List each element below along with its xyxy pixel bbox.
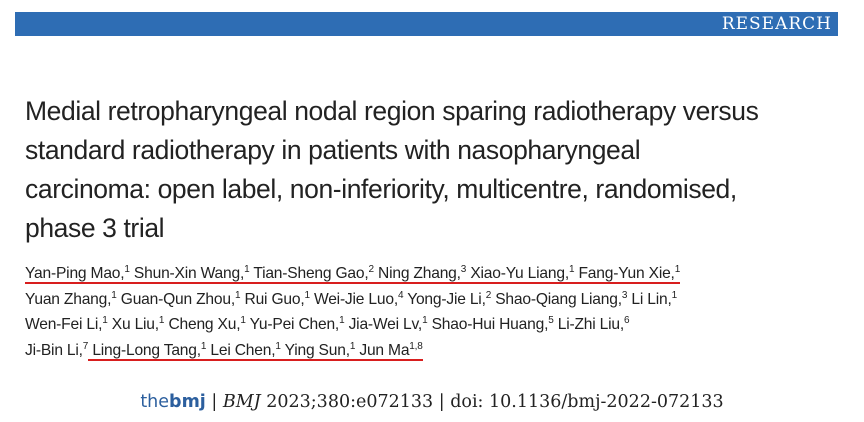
author-name: Ling-Long Tang, — [92, 341, 201, 359]
author-name: Yan-Ping Mao, — [25, 265, 125, 282]
article-title: Medial retropharyngeal nodal region spar… — [25, 92, 759, 248]
title-line: phase 3 trial — [25, 213, 165, 243]
affiliation: 3 — [460, 264, 467, 275]
affiliation: 1 — [422, 315, 428, 327]
author: Wen-Fei Li,1 — [25, 315, 108, 334]
author: Lei Chen,1 — [210, 340, 281, 359]
separator: | — [438, 392, 445, 412]
affiliation: 1 — [124, 264, 130, 275]
citation: thebmj | BMJ 2023;380:e072133 | doi: 10.… — [0, 392, 864, 412]
author-name: Shun-Xin Wang, — [133, 265, 245, 282]
affiliation: 1 — [674, 264, 681, 275]
author: Fang-Yun Xie,1 — [578, 264, 681, 283]
author-name: Wei-Jie Luo, — [313, 290, 398, 308]
affiliation: 1 — [671, 289, 678, 301]
author: Ning Zhang,3 — [378, 264, 467, 283]
author-line: Yuan Zhang,1 Guan-Qun Zhou,1 Rui Guo,1 W… — [25, 287, 680, 313]
author: Yan-Ping Mao,1 — [25, 264, 130, 283]
author-name: Yuan Zhang, — [25, 290, 112, 308]
highlight: Yan-Ping Mao,1 Shun-Xin Wang,1 Tian-Shen… — [25, 265, 680, 284]
author: Ji-Bin Li,7 — [25, 340, 89, 359]
author-line: Yan-Ping Mao,1 Shun-Xin Wang,1 Tian-Shen… — [25, 261, 680, 287]
journal: BMJ — [222, 392, 261, 412]
author: Li-Zhi Liu,6 — [557, 315, 630, 334]
author-name: Cheng Xu, — [168, 316, 241, 334]
author-name: Fang-Yun Xie, — [578, 265, 675, 282]
author-name: Xu Liu, — [111, 316, 159, 334]
affiliation: 1 — [102, 315, 108, 327]
affiliation: 1 — [275, 340, 281, 352]
author: Jia-Wei Lv,1 — [348, 315, 428, 334]
author: Ling-Long Tang,1 — [92, 340, 207, 359]
section-banner: RESEARCH — [15, 12, 838, 36]
affiliation: 1,8 — [409, 340, 423, 352]
author: Guan-Qun Zhou,1 — [120, 289, 241, 308]
author-name: Shao-Qiang Liang, — [495, 290, 622, 308]
separator: | — [211, 392, 218, 412]
affiliation: 5 — [548, 315, 554, 327]
author: Yu-Pei Chen,1 — [249, 315, 345, 334]
affiliation: 1 — [244, 264, 250, 275]
affiliation: 4 — [397, 289, 404, 301]
author-name: Rui Guo, — [244, 290, 305, 308]
author: Yong-Jie Li,2 — [407, 289, 492, 308]
author: Li Lin,1 — [631, 289, 678, 308]
author-name: Li-Zhi Liu, — [557, 316, 625, 334]
logo-prefix: the — [140, 392, 170, 412]
author-name: Ning Zhang, — [378, 265, 461, 282]
author: Ying Sun,1 — [284, 340, 356, 359]
author-name: Jun Ma — [359, 341, 410, 359]
author-name: Lei Chen, — [210, 341, 276, 359]
author-name: Xiao-Yu Liang, — [470, 265, 569, 282]
author: Shao-Hui Huang,5 — [431, 315, 554, 334]
author: Xu Liu,1 — [111, 315, 165, 334]
affiliation: 1 — [158, 315, 165, 327]
author-name: Shao-Hui Huang, — [431, 316, 549, 334]
author: Wei-Jie Luo,4 — [313, 289, 404, 308]
affiliation: 1 — [568, 264, 575, 275]
reference: 2023;380:e072133 — [266, 392, 434, 412]
author-name: Ying Sun, — [284, 341, 350, 359]
author-name: Li Lin, — [631, 290, 672, 308]
author: Jun Ma1,8 — [359, 340, 423, 359]
logo-name: bmj — [169, 392, 206, 412]
title-line: carcinoma: open label, non-inferiority, … — [25, 174, 737, 204]
author-name: Guan-Qun Zhou, — [120, 290, 235, 308]
doi: doi: 10.1136/bmj-2022-072133 — [450, 392, 724, 412]
affiliation: 1 — [235, 289, 241, 301]
affiliation: 1 — [200, 340, 207, 352]
title-line: Medial retropharyngeal nodal region spar… — [25, 96, 759, 126]
section-label: RESEARCH — [721, 14, 832, 34]
author-name: Ji-Bin Li, — [25, 341, 83, 359]
author-list: Yan-Ping Mao,1 Shun-Xin Wang,1 Tian-Shen… — [25, 261, 680, 363]
affiliation: 1 — [240, 315, 246, 327]
affiliation: 1 — [349, 340, 356, 352]
author: Cheng Xu,1 — [168, 315, 246, 334]
author-name: Wen-Fei Li, — [25, 316, 103, 334]
affiliation: 1 — [111, 289, 117, 301]
author: Yuan Zhang,1 — [25, 289, 117, 308]
author: Xiao-Yu Liang,1 — [470, 264, 575, 283]
affiliation: 7 — [82, 340, 89, 352]
affiliation: 2 — [485, 289, 492, 301]
author-name: Tian-Sheng Gao, — [253, 265, 369, 282]
highlight: Ling-Long Tang,1 Lei Chen,1 Ying Sun,1 J… — [88, 340, 423, 361]
affiliation: 3 — [621, 289, 628, 301]
title-line: standard radiotherapy in patients with n… — [25, 135, 641, 165]
author-line: Wen-Fei Li,1 Xu Liu,1 Cheng Xu,1 Yu-Pei … — [25, 312, 680, 338]
author-name: Jia-Wei Lv, — [348, 316, 423, 334]
author: Tian-Sheng Gao,2 — [253, 264, 375, 283]
author: Shun-Xin Wang,1 — [133, 264, 250, 283]
affiliation: 2 — [368, 264, 375, 275]
affiliation: 1 — [304, 289, 310, 301]
author: Shao-Qiang Liang,3 — [495, 289, 628, 308]
author-name: Yu-Pei Chen, — [249, 316, 340, 334]
affiliation: 6 — [624, 315, 630, 327]
author-line: Ji-Bin Li,7 Ling-Long Tang,1 Lei Chen,1 … — [25, 338, 680, 364]
author: Rui Guo,1 — [244, 289, 311, 308]
affiliation: 1 — [339, 315, 345, 327]
author-name: Yong-Jie Li, — [407, 290, 486, 308]
